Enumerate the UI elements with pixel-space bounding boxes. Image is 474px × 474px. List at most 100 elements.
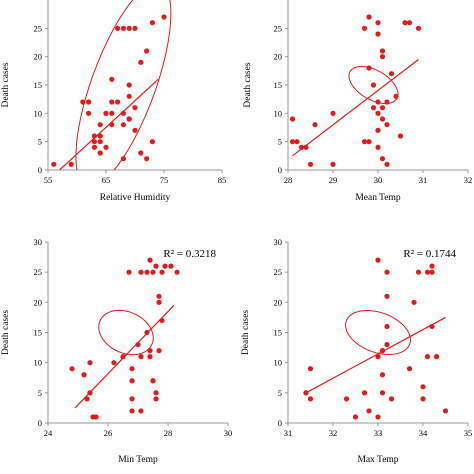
chart-1: 55 65 75 85 0 5 10 15 20 25 Relative Humidity Death… <box>1 0 226 203</box>
chart-1-point <box>161 14 167 20</box>
chart-4-point <box>375 414 381 420</box>
chart-2-point <box>384 122 390 128</box>
chart-3-point <box>84 396 90 402</box>
chart-4-point <box>424 269 431 275</box>
chart-4-trendline <box>305 316 446 394</box>
chart-4-y-tick-label: 0 <box>278 418 282 428</box>
chart-3-point <box>129 378 135 384</box>
chart-2-x-axis-label: Mean Temp <box>355 193 401 203</box>
chart-2-point <box>397 133 404 139</box>
chart-4-y-tick-label: 5 <box>278 388 282 398</box>
chart-2-point <box>384 161 390 167</box>
chart-2-y-tick-label: 10 <box>274 108 283 118</box>
chart-1-point <box>86 99 92 105</box>
chart-2-point <box>379 156 386 162</box>
chart-3-point <box>168 263 174 269</box>
chart-4-point <box>442 408 449 414</box>
chart-3-point <box>147 354 153 360</box>
chart-4-point <box>366 408 372 414</box>
chart-4-point <box>343 396 350 402</box>
chart-1-point <box>120 122 126 128</box>
chart-3-point <box>126 269 132 275</box>
chart-2-point <box>366 139 372 145</box>
chart-3-x-tick-label: 24 <box>44 428 53 438</box>
chart-1-point <box>132 105 138 111</box>
chart-2-point <box>393 93 399 99</box>
chart-4-x-tick-label: 32 <box>329 428 338 438</box>
chart-4-point <box>384 293 390 299</box>
chart-3-point <box>162 263 168 269</box>
chart-3-point <box>87 390 93 396</box>
chart-3-point <box>156 348 162 354</box>
chart-1-point <box>120 110 126 116</box>
chart-2-y-tick-label: 20 <box>274 52 283 62</box>
chart-3-point <box>144 329 150 336</box>
chart-3-confidence-ellipse <box>98 309 154 356</box>
chart-1-point <box>68 161 74 167</box>
chart-3: 24 26 28 30 0 5 10 15 20 25 30 Min Temp Death cases R… <box>1 237 232 465</box>
chart-1-point <box>132 127 138 133</box>
chart-4-point <box>307 396 314 402</box>
chart-2-point <box>303 144 309 150</box>
chart-2-confidence-ellipse <box>348 65 399 105</box>
chart-2-point <box>415 25 422 31</box>
chart-3-point <box>138 269 144 275</box>
chart-3-y-tick-label: 5 <box>38 388 42 398</box>
chart-2-x-tick-label: 31 <box>419 175 428 185</box>
chart-1-point <box>103 110 109 116</box>
chart-4-point <box>379 390 386 396</box>
chart-2-point <box>406 20 413 26</box>
chart-1-point <box>103 144 109 150</box>
chart-3-point <box>129 396 135 402</box>
chart-1-x-axis-label: Relative Humidity <box>100 193 171 203</box>
chart-1-point <box>91 139 97 145</box>
chart-2-point <box>307 161 314 167</box>
chart-2-point <box>375 31 381 37</box>
chart-2-y-tick-label: 0 <box>278 165 282 175</box>
chart-4-y-tick-label: 10 <box>274 358 283 368</box>
chart-2-x-tick-label: 29 <box>329 175 338 185</box>
chart-4-point <box>420 396 426 402</box>
chart-2-point <box>375 127 381 133</box>
chart-2-point <box>361 139 368 145</box>
chart-1-y-tick-label: 15 <box>34 80 43 90</box>
chart-2-plot-area <box>289 14 422 167</box>
chart-4-x-tick-label: 33 <box>374 428 383 438</box>
chart-3-point <box>138 408 144 414</box>
chart-3-point <box>150 378 156 384</box>
chart-4-r-squared: R² = 0.1744 <box>403 248 456 260</box>
chart-4-plot-area <box>303 257 449 420</box>
chart-1-point <box>132 25 138 31</box>
chart-3-point <box>138 354 144 360</box>
chart-1-x-tick-label: 75 <box>160 175 169 185</box>
chart-3-point <box>129 408 135 414</box>
chart-3-point <box>93 414 99 420</box>
chart-4-y-tick-label: 20 <box>274 297 283 307</box>
chart-3-point <box>174 269 180 275</box>
chart-2-point <box>289 139 296 145</box>
chart-4-point <box>429 269 435 275</box>
chart-2-y-tick-label: 25 <box>274 23 283 33</box>
chart-1-point <box>144 48 150 54</box>
chart-3-point <box>147 348 153 354</box>
chart-4-y-axis-label: Death cases <box>241 310 251 355</box>
chart-1-point <box>91 133 97 139</box>
chart-1-point <box>149 20 155 26</box>
chart-2-point <box>370 82 377 88</box>
chart-2-y-tick-label: 5 <box>278 137 282 147</box>
chart-4-point <box>384 269 390 275</box>
chart-1-y-tick-label: 5 <box>38 137 42 147</box>
chart-1-point <box>109 110 115 116</box>
chart-1-x-tick-label: 65 <box>102 175 111 185</box>
chart-4-x-tick-label: 35 <box>464 428 473 438</box>
chart-2-point <box>375 144 381 150</box>
chart-3-y-tick-label: 10 <box>34 358 43 368</box>
chart-3-y-tick-label: 20 <box>34 297 43 307</box>
chart-4-point <box>384 341 390 348</box>
chart-3-y-tick-label: 15 <box>34 328 43 338</box>
chart-3-y-tick-label: 25 <box>34 267 43 277</box>
chart-2-point <box>375 99 381 105</box>
chart-4-point <box>411 299 417 305</box>
chart-4-x-axis-label: Max Temp <box>357 455 398 465</box>
